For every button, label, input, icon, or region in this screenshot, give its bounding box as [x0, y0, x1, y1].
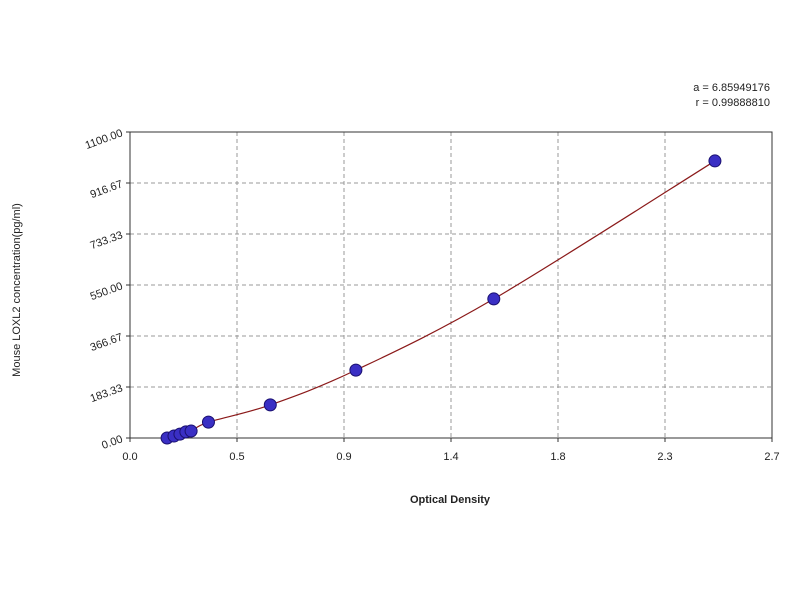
- y-axis-label: Mouse LOXL2 concentration(pg/ml): [11, 203, 23, 377]
- x-tick-label: 1.4: [443, 451, 458, 463]
- plot-frame: [129, 131, 773, 439]
- data-point: [201, 415, 215, 429]
- data-point: [487, 292, 501, 306]
- data-point: [708, 154, 722, 168]
- annotation: r = 0.99888810: [696, 97, 770, 109]
- data-point: [349, 363, 363, 377]
- x-tick-label: 0.5: [229, 451, 244, 463]
- x-tick-label: 2.7: [764, 451, 779, 463]
- x-tick-label: 0.9: [336, 451, 351, 463]
- x-tick-label: 2.3: [657, 451, 672, 463]
- x-axis-label: Optical Density: [410, 494, 491, 506]
- x-tick-label: 0.0: [122, 451, 137, 463]
- data-point: [184, 424, 198, 438]
- x-tick-label: 1.8: [550, 451, 565, 463]
- data-point: [263, 398, 277, 412]
- annotation: a = 6.85949176: [693, 82, 770, 94]
